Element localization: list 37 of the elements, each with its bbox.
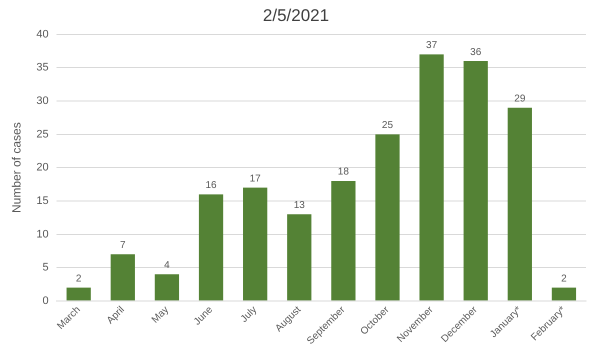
chart-title: 2/5/2021 xyxy=(262,6,330,25)
y-tick-label: 15 xyxy=(36,195,49,208)
data-label: 2 xyxy=(76,273,82,284)
data-label: 2 xyxy=(561,273,568,284)
bar xyxy=(110,254,135,300)
y-tick-label: 5 xyxy=(42,262,49,274)
y-tick-label: 0 xyxy=(42,294,49,307)
data-label: 36 xyxy=(470,46,482,58)
data-label: 4 xyxy=(164,260,170,272)
data-label: 16 xyxy=(205,180,218,192)
data-label: 29 xyxy=(514,93,526,104)
bar xyxy=(154,274,180,300)
data-label: 17 xyxy=(250,173,262,184)
y-tick-label: 20 xyxy=(36,162,49,174)
bar xyxy=(419,54,444,300)
x-tick-label: May xyxy=(150,304,171,326)
bar xyxy=(508,108,532,300)
data-label: 37 xyxy=(426,40,438,52)
bar xyxy=(243,188,268,300)
bar xyxy=(198,194,224,300)
y-tick-label: 40 xyxy=(36,28,49,40)
y-tick-label: 30 xyxy=(36,95,49,108)
data-label: 13 xyxy=(294,200,306,212)
data-label: 18 xyxy=(338,166,350,178)
y-tick-label: 10 xyxy=(36,228,49,240)
bar xyxy=(331,180,356,300)
bar xyxy=(66,288,91,300)
data-label: 7 xyxy=(120,240,126,252)
bar xyxy=(552,288,576,300)
y-tick-label: 25 xyxy=(36,128,49,140)
y-axis-title: Number of cases xyxy=(10,122,24,214)
bar xyxy=(287,214,312,300)
x-tick-label: July xyxy=(238,304,260,325)
y-tick-label: 35 xyxy=(36,62,49,74)
bar xyxy=(464,61,488,300)
bar xyxy=(375,134,400,300)
data-label: 25 xyxy=(382,120,394,132)
